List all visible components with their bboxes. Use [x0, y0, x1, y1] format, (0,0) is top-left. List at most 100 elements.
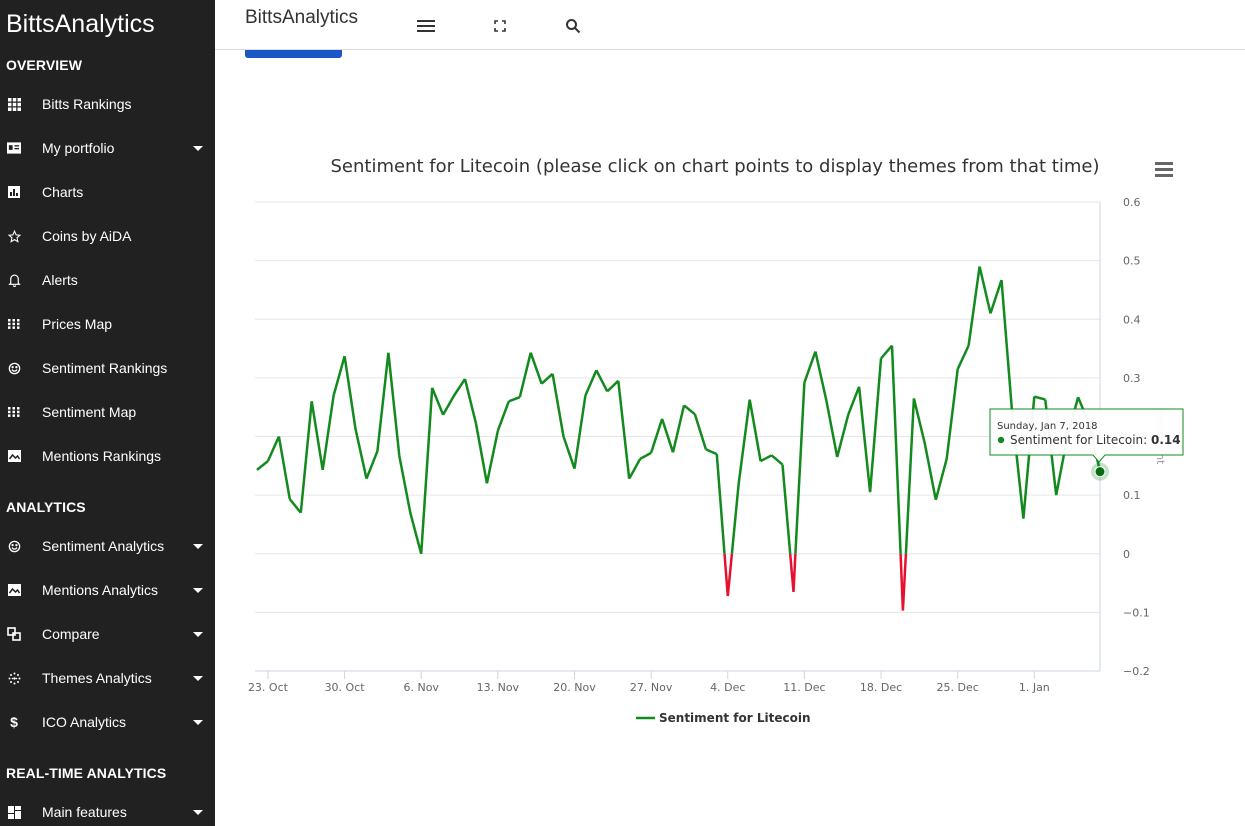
- sidebar-item-themes-analytics[interactable]: Themes Analytics: [0, 656, 215, 700]
- caret-down-icon[interactable]: [193, 543, 203, 549]
- sidebar-item-prices-map[interactable]: Prices Map: [0, 302, 215, 346]
- data-point[interactable]: [758, 458, 764, 464]
- data-point[interactable]: [944, 456, 950, 462]
- menu-icon[interactable]: [415, 15, 437, 37]
- data-point[interactable]: [889, 343, 895, 349]
- sidebar-item-bitts-rankings[interactable]: Bitts Rankings: [0, 82, 215, 126]
- data-point[interactable]: [473, 421, 479, 427]
- data-point[interactable]: [626, 476, 632, 482]
- data-point[interactable]: [331, 392, 337, 398]
- caret-down-icon[interactable]: [193, 719, 203, 725]
- data-point[interactable]: [736, 480, 742, 486]
- data-point[interactable]: [385, 350, 391, 356]
- brand-title[interactable]: BittsAnalytics: [6, 10, 155, 38]
- data-point[interactable]: [988, 310, 994, 316]
- data-point[interactable]: [670, 449, 676, 455]
- data-point[interactable]: [966, 343, 972, 349]
- data-point[interactable]: [407, 510, 413, 516]
- legend-label[interactable]: Sentiment for Litecoin: [659, 711, 810, 725]
- data-point[interactable]: [363, 476, 369, 482]
- data-point[interactable]: [506, 398, 512, 404]
- data-point[interactable]: [265, 458, 271, 464]
- data-point[interactable]: [692, 411, 698, 417]
- data-point[interactable]: [571, 466, 577, 472]
- data-point[interactable]: [812, 348, 818, 354]
- data-point[interactable]: [298, 510, 304, 516]
- caret-down-icon[interactable]: [193, 145, 203, 151]
- data-point[interactable]: [517, 394, 523, 400]
- data-point[interactable]: [703, 446, 709, 452]
- data-point[interactable]: [254, 467, 260, 473]
- data-point[interactable]: [287, 496, 293, 502]
- chart-plot[interactable]: 0.60.50.40.30.20.10−0.1−0.2Sentiment23. …: [215, 120, 1245, 740]
- data-point[interactable]: [823, 397, 829, 403]
- data-point[interactable]: [1042, 397, 1048, 403]
- data-point[interactable]: [714, 451, 720, 457]
- primary-action-button[interactable]: [245, 50, 342, 58]
- sidebar-item-my-portfolio[interactable]: My portfolio: [0, 126, 215, 170]
- data-point[interactable]: [374, 448, 380, 454]
- data-point[interactable]: [561, 434, 567, 440]
- data-point[interactable]: [1031, 394, 1037, 400]
- search-icon[interactable]: [562, 15, 584, 37]
- data-point[interactable]: [790, 589, 796, 595]
- data-point[interactable]: [955, 366, 961, 372]
- data-point[interactable]: [276, 434, 282, 440]
- sidebar-item-alerts[interactable]: Alerts: [0, 258, 215, 302]
- data-point[interactable]: [582, 392, 588, 398]
- sidebar-item-sentiment-analytics[interactable]: Sentiment Analytics: [0, 524, 215, 568]
- data-point[interactable]: [604, 388, 610, 394]
- data-point[interactable]: [845, 412, 851, 418]
- data-point[interactable]: [867, 489, 873, 495]
- sidebar-item-mentions-analytics[interactable]: Mentions Analytics: [0, 568, 215, 612]
- sidebar-item-sentiment-map[interactable]: Sentiment Map: [0, 390, 215, 434]
- data-point[interactable]: [878, 356, 884, 362]
- data-point[interactable]: [933, 497, 939, 503]
- data-point[interactable]: [648, 450, 654, 456]
- data-point[interactable]: [659, 416, 665, 422]
- sidebar-item-charts[interactable]: Charts: [0, 170, 215, 214]
- data-point[interactable]: [922, 441, 928, 447]
- data-point[interactable]: [495, 428, 501, 434]
- data-point[interactable]: [615, 378, 621, 384]
- data-point[interactable]: [1053, 492, 1059, 498]
- data-point[interactable]: [593, 367, 599, 373]
- data-point[interactable]: [856, 384, 862, 390]
- data-point[interactable]: [998, 277, 1004, 283]
- caret-down-icon[interactable]: [193, 587, 203, 593]
- data-point[interactable]: [769, 452, 775, 458]
- data-point[interactable]: [484, 480, 490, 486]
- sidebar-item-coins-by-aida[interactable]: Coins by AiDA: [0, 214, 215, 258]
- data-point[interactable]: [977, 263, 983, 269]
- data-point[interactable]: [637, 456, 643, 462]
- chart-menu-icon[interactable]: [1155, 162, 1173, 178]
- data-point[interactable]: [1020, 516, 1026, 522]
- data-point[interactable]: [780, 462, 786, 468]
- caret-down-icon[interactable]: [193, 675, 203, 681]
- data-point[interactable]: [900, 608, 906, 614]
- caret-down-icon[interactable]: [193, 809, 203, 815]
- caret-down-icon[interactable]: [193, 631, 203, 637]
- data-point[interactable]: [1075, 394, 1081, 400]
- data-point[interactable]: [801, 380, 807, 386]
- sidebar-item-main-features[interactable]: Main features: [0, 790, 215, 826]
- data-point[interactable]: [911, 395, 917, 401]
- data-point[interactable]: [747, 397, 753, 403]
- data-point[interactable]: [725, 593, 731, 599]
- data-point[interactable]: [418, 551, 424, 557]
- data-point[interactable]: [429, 385, 435, 391]
- data-point[interactable]: [462, 376, 468, 382]
- fullscreen-icon[interactable]: [489, 15, 511, 37]
- data-point[interactable]: [550, 371, 556, 377]
- data-point[interactable]: [353, 426, 359, 432]
- sidebar-item-ico-analytics[interactable]: $ ICO Analytics: [0, 700, 215, 744]
- data-point[interactable]: [528, 350, 534, 356]
- data-point[interactable]: [451, 392, 457, 398]
- sidebar-item-compare[interactable]: Compare: [0, 612, 215, 656]
- data-point[interactable]: [834, 454, 840, 460]
- data-point[interactable]: [342, 353, 348, 359]
- data-point[interactable]: [396, 453, 402, 459]
- data-point[interactable]: [681, 402, 687, 408]
- sidebar-item-sentiment-rankings[interactable]: Sentiment Rankings: [0, 346, 215, 390]
- sidebar-item-mentions-rankings[interactable]: Mentions Rankings: [0, 434, 215, 478]
